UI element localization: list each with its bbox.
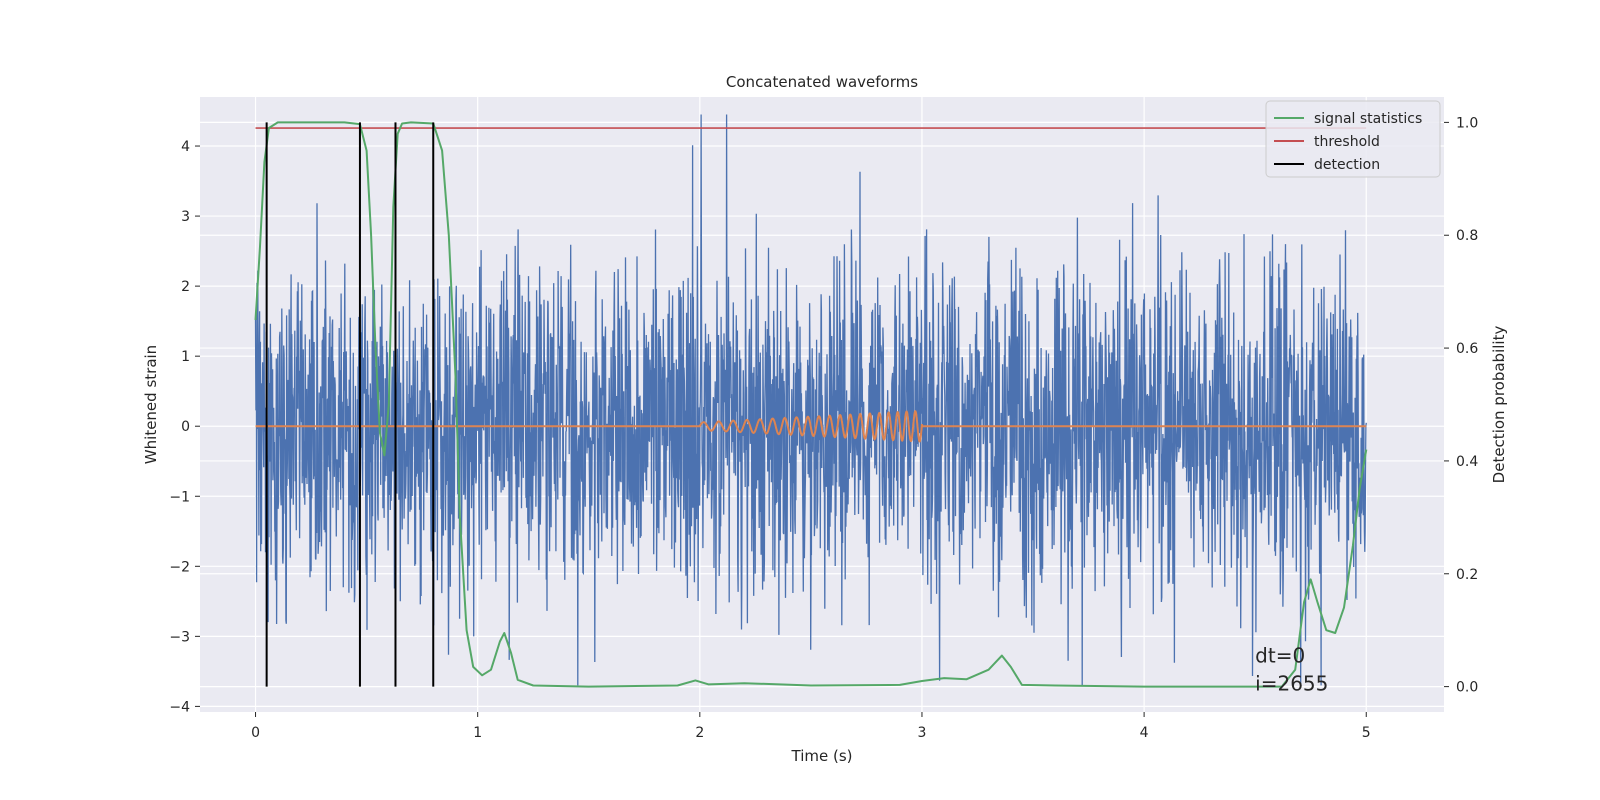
x-axis-label: Time (s) [791,747,853,765]
y-tick-label: 4 [181,139,190,155]
x-tick-label: 2 [695,725,704,741]
signal-statistics-series [254,121,1368,688]
y-tick-label: −3 [169,629,190,645]
legend-label-threshold: threshold [1314,134,1380,150]
annotation-dt: dt=0 [1255,643,1305,667]
legend-label-signal-statistics: signal statistics [1314,111,1422,127]
x-tick-label: 4 [1140,725,1149,741]
y-axis-label: Whitened strain [142,345,160,464]
x-tick-label: 1 [473,725,482,741]
y-tick-label: 0 [181,419,190,435]
chart-title: Concatenated waveforms [726,73,918,91]
chirp-line [255,409,1367,443]
legend-box [1265,100,1441,178]
y-right-tick-label: 0.2 [1456,567,1478,583]
y-right-tick-label: 0.4 [1456,454,1478,470]
x-tick-label: 3 [918,725,927,741]
y-right-tick-label: 1.0 [1456,115,1478,131]
legend-label-detection: detection [1314,157,1380,173]
y-right-tick-label: 0.8 [1456,228,1478,244]
x-tick-label: 5 [1362,725,1371,741]
annotation-index: i=2655 [1255,671,1328,695]
ticks: 0 1 2 3 4 5 −4 −3 −2 −1 0 1 2 3 4 0.0 0.2 0.4 0.6 0.8 1.0 [169,115,1478,741]
y-tick-label: 1 [181,349,190,365]
y-tick-label: 2 [181,279,190,295]
detection-series [265,122,435,687]
y-tick-label: −1 [169,489,190,505]
y-tick-label: −4 [169,699,190,715]
y-right-axis-label: Detection probability [1490,326,1508,484]
y-tick-label: 3 [181,209,190,225]
y-right-tick-label: 0.0 [1456,680,1478,696]
y-tick-label: −2 [169,559,190,575]
x-tick-label: 0 [251,725,260,741]
chirp-series [255,409,1367,443]
legend: signal statistics threshold detection [1265,100,1441,178]
signal-statistics-line [254,121,1368,688]
y-right-tick-label: 0.6 [1456,341,1478,357]
